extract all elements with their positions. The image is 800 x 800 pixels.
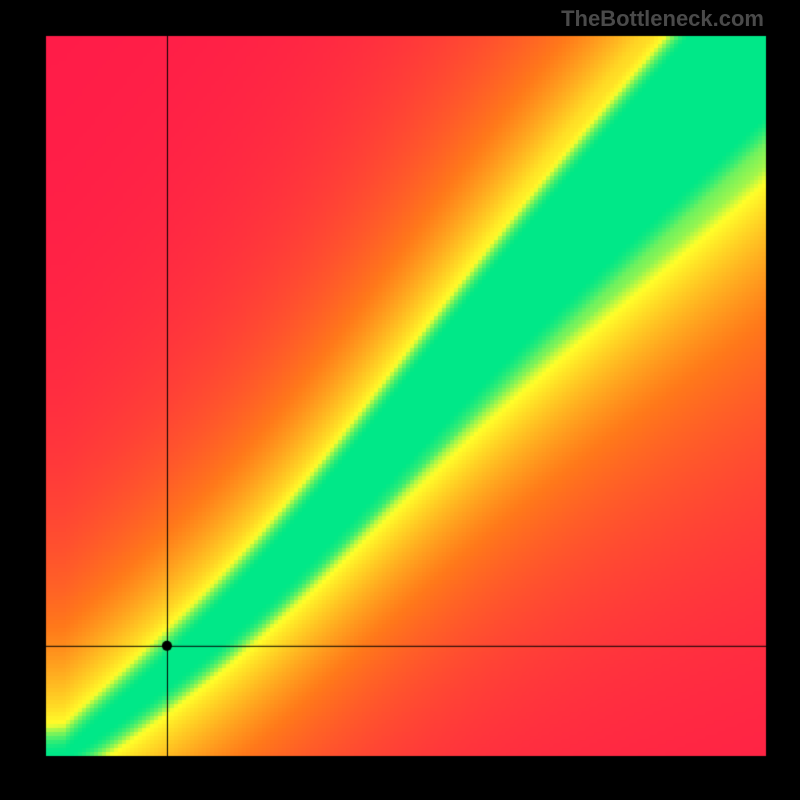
chart-container: TheBottleneck.com [0,0,800,800]
bottleneck-heatmap [0,0,800,800]
watermark-text: TheBottleneck.com [561,6,764,32]
